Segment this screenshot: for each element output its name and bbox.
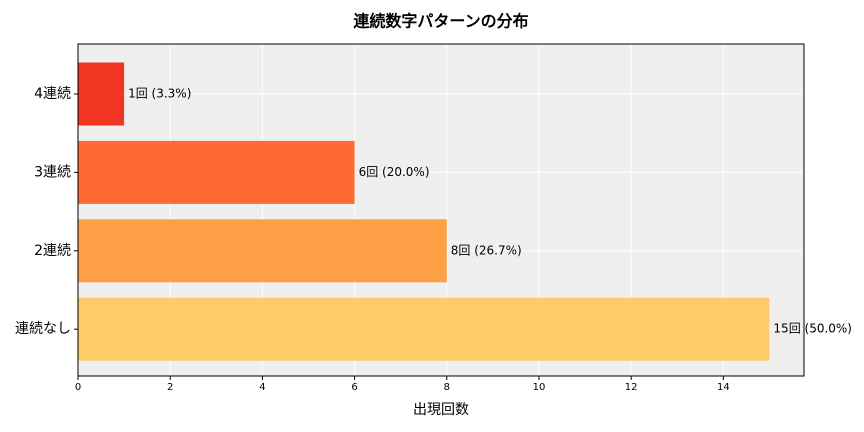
x-tick-label: 2	[167, 382, 173, 393]
y-tick-label: 2連続	[34, 242, 71, 259]
y-tick-label: 連続なし	[15, 320, 71, 337]
bar	[78, 297, 770, 361]
bar	[78, 219, 447, 283]
value-label: 1回 (3.3%)	[128, 87, 191, 101]
value-label: 6回 (20.0%)	[359, 165, 430, 179]
x-tick-label: 10	[533, 382, 546, 393]
bar	[78, 140, 355, 204]
y-tick-label: 3連続	[34, 163, 71, 180]
bar	[78, 62, 125, 126]
x-tick-label: 14	[717, 382, 730, 393]
value-label: 15回 (50.0%)	[773, 322, 852, 336]
x-tick-label: 12	[625, 382, 638, 393]
chart-title: 連続数字パターンの分布	[353, 12, 528, 31]
x-tick-label: 0	[75, 382, 81, 393]
x-tick-label: 8	[444, 382, 450, 393]
x-tick-label: 4	[259, 382, 265, 393]
value-label: 8回 (26.7%)	[451, 243, 522, 257]
y-tick-label: 4連続	[34, 85, 71, 102]
plot-frame	[77, 43, 805, 377]
x-tick-label: 6	[351, 382, 357, 393]
x-axis-label: 出現回数	[413, 402, 469, 418]
